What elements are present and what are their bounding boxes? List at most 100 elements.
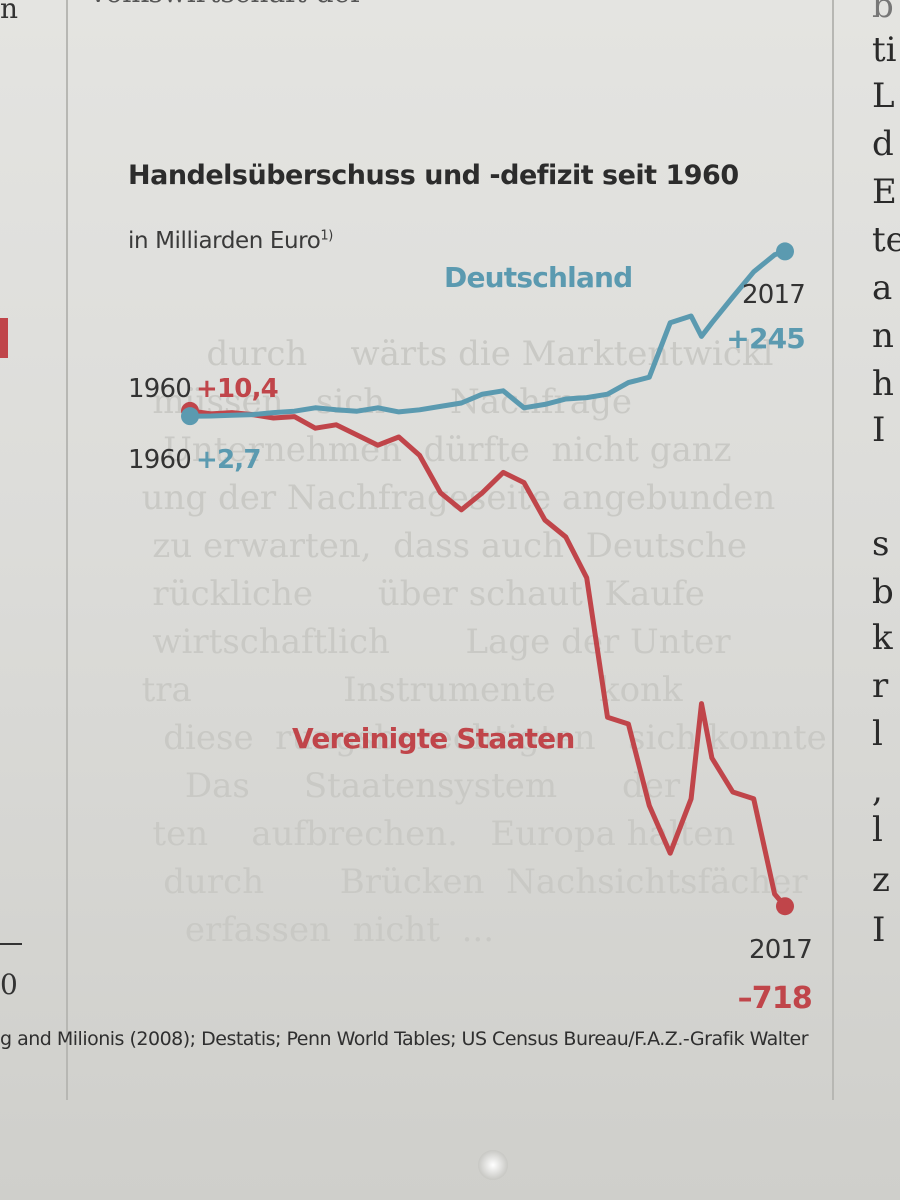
usa-data-point <box>480 491 484 495</box>
bleed-through-text: durch wärts die Marktentwickl müssen sic… <box>141 334 827 950</box>
germany-data-point <box>459 401 463 405</box>
germany-data-point <box>522 406 526 410</box>
germany-data-point <box>313 406 317 410</box>
usa-data-point <box>731 790 735 794</box>
chart-subtitle: in Milliarden Euro1) <box>128 228 333 254</box>
right-letter: l <box>872 810 883 850</box>
right-letter: s <box>872 524 890 564</box>
usa-data-point <box>313 426 317 430</box>
germany-data-point <box>334 408 338 412</box>
usa-end-dot <box>776 897 794 916</box>
usa-data-point <box>689 797 693 801</box>
right-letter: E <box>872 172 897 212</box>
germany-data-point <box>501 389 505 393</box>
usa-data-point <box>543 518 547 522</box>
germany-series-label: Deutschland <box>444 261 632 294</box>
column-rule-left <box>66 0 68 1100</box>
usa-start-year-label: 1960 <box>128 374 191 404</box>
right-letter: a <box>872 268 893 308</box>
usa-data-point <box>710 756 714 760</box>
germany-data-point <box>418 408 422 412</box>
right-letter: l <box>872 714 883 754</box>
germany-data-point <box>606 392 609 396</box>
germany-end-year-label: 2017 <box>742 280 805 310</box>
usa-data-point <box>647 804 651 808</box>
germany-data-point <box>668 321 672 325</box>
usa-data-point <box>668 851 672 855</box>
germany-data-point <box>626 381 630 385</box>
usa-data-point <box>585 576 589 580</box>
left-red-marker <box>0 318 8 358</box>
right-letter: z <box>872 860 890 900</box>
usa-data-point <box>459 508 463 512</box>
germany-data-point <box>292 409 296 413</box>
right-letter: h <box>872 364 894 404</box>
usa-start-value-label: +10,4 <box>196 374 278 404</box>
germany-data-point <box>773 253 777 257</box>
column-rule-right <box>832 0 834 1100</box>
right-letter: b <box>872 0 894 26</box>
usa-data-point <box>397 435 401 439</box>
germany-data-point <box>251 413 255 417</box>
right-letter: r <box>872 666 889 706</box>
usa-data-point <box>626 722 630 726</box>
germany-start-dot <box>181 407 199 426</box>
footnote-marker: 1) <box>320 228 333 244</box>
right-letter: I <box>872 910 886 950</box>
usa-data-point <box>418 453 422 457</box>
right-letter: , <box>872 770 883 810</box>
usa-data-point <box>376 443 380 447</box>
germany-data-point <box>710 321 714 325</box>
germany-start-value-label: +2,7 <box>196 445 261 475</box>
usa-data-point <box>522 481 526 485</box>
usa-data-point <box>272 416 275 420</box>
usa-end-value-label: –718 <box>738 981 812 1016</box>
usa-end-year-label: 2017 <box>749 935 812 965</box>
series-lines <box>181 242 794 916</box>
right-letter: n <box>872 316 894 356</box>
right-letter: L <box>872 76 895 116</box>
right-letter: I <box>872 410 886 450</box>
usa-data-point <box>439 491 442 495</box>
germany-start-year-label: 1960 <box>128 445 191 475</box>
chart-subtitle-text: in Milliarden Euro <box>128 228 321 254</box>
right-letter: ti <box>872 30 897 70</box>
germany-end-dot <box>776 242 794 261</box>
left-rule-fragment <box>0 943 22 945</box>
paper-smudge <box>478 1150 508 1180</box>
usa-data-point <box>773 892 777 896</box>
germany-data-point <box>376 406 380 410</box>
germany-data-point <box>230 413 234 417</box>
germany-data-point <box>752 270 756 274</box>
usa-data-point <box>564 535 568 539</box>
germany-data-point <box>700 334 703 338</box>
usa-data-point <box>292 415 296 419</box>
germany-data-point <box>209 414 213 418</box>
germany-data-point <box>272 411 275 415</box>
usa-data-point <box>606 715 609 719</box>
germany-data-point <box>585 396 589 400</box>
usa-series-line <box>187 408 788 909</box>
right-letter: b <box>872 572 894 612</box>
germany-data-point <box>647 375 651 379</box>
source-credit: g and Milionis (2008); Destatis; Penn Wo… <box>0 1028 809 1050</box>
right-letter: d <box>872 124 894 164</box>
right-letter: te <box>872 220 900 260</box>
left-fragment-top: n <box>0 0 19 25</box>
usa-data-point <box>501 470 505 474</box>
top-fragment: Volkswirtschaft der <box>88 0 364 9</box>
germany-data-point <box>480 392 484 396</box>
left-fragment-bottom: 0 <box>0 968 18 1001</box>
right-letter: k <box>872 618 893 658</box>
germany-data-point <box>564 397 568 401</box>
germany-data-point <box>355 409 359 413</box>
usa-data-point <box>700 702 703 706</box>
germany-data-point <box>543 402 547 406</box>
germany-data-point <box>689 314 693 318</box>
germany-data-point <box>397 410 401 414</box>
usa-data-point <box>355 433 359 437</box>
germany-end-value-label: +245 <box>726 322 805 355</box>
